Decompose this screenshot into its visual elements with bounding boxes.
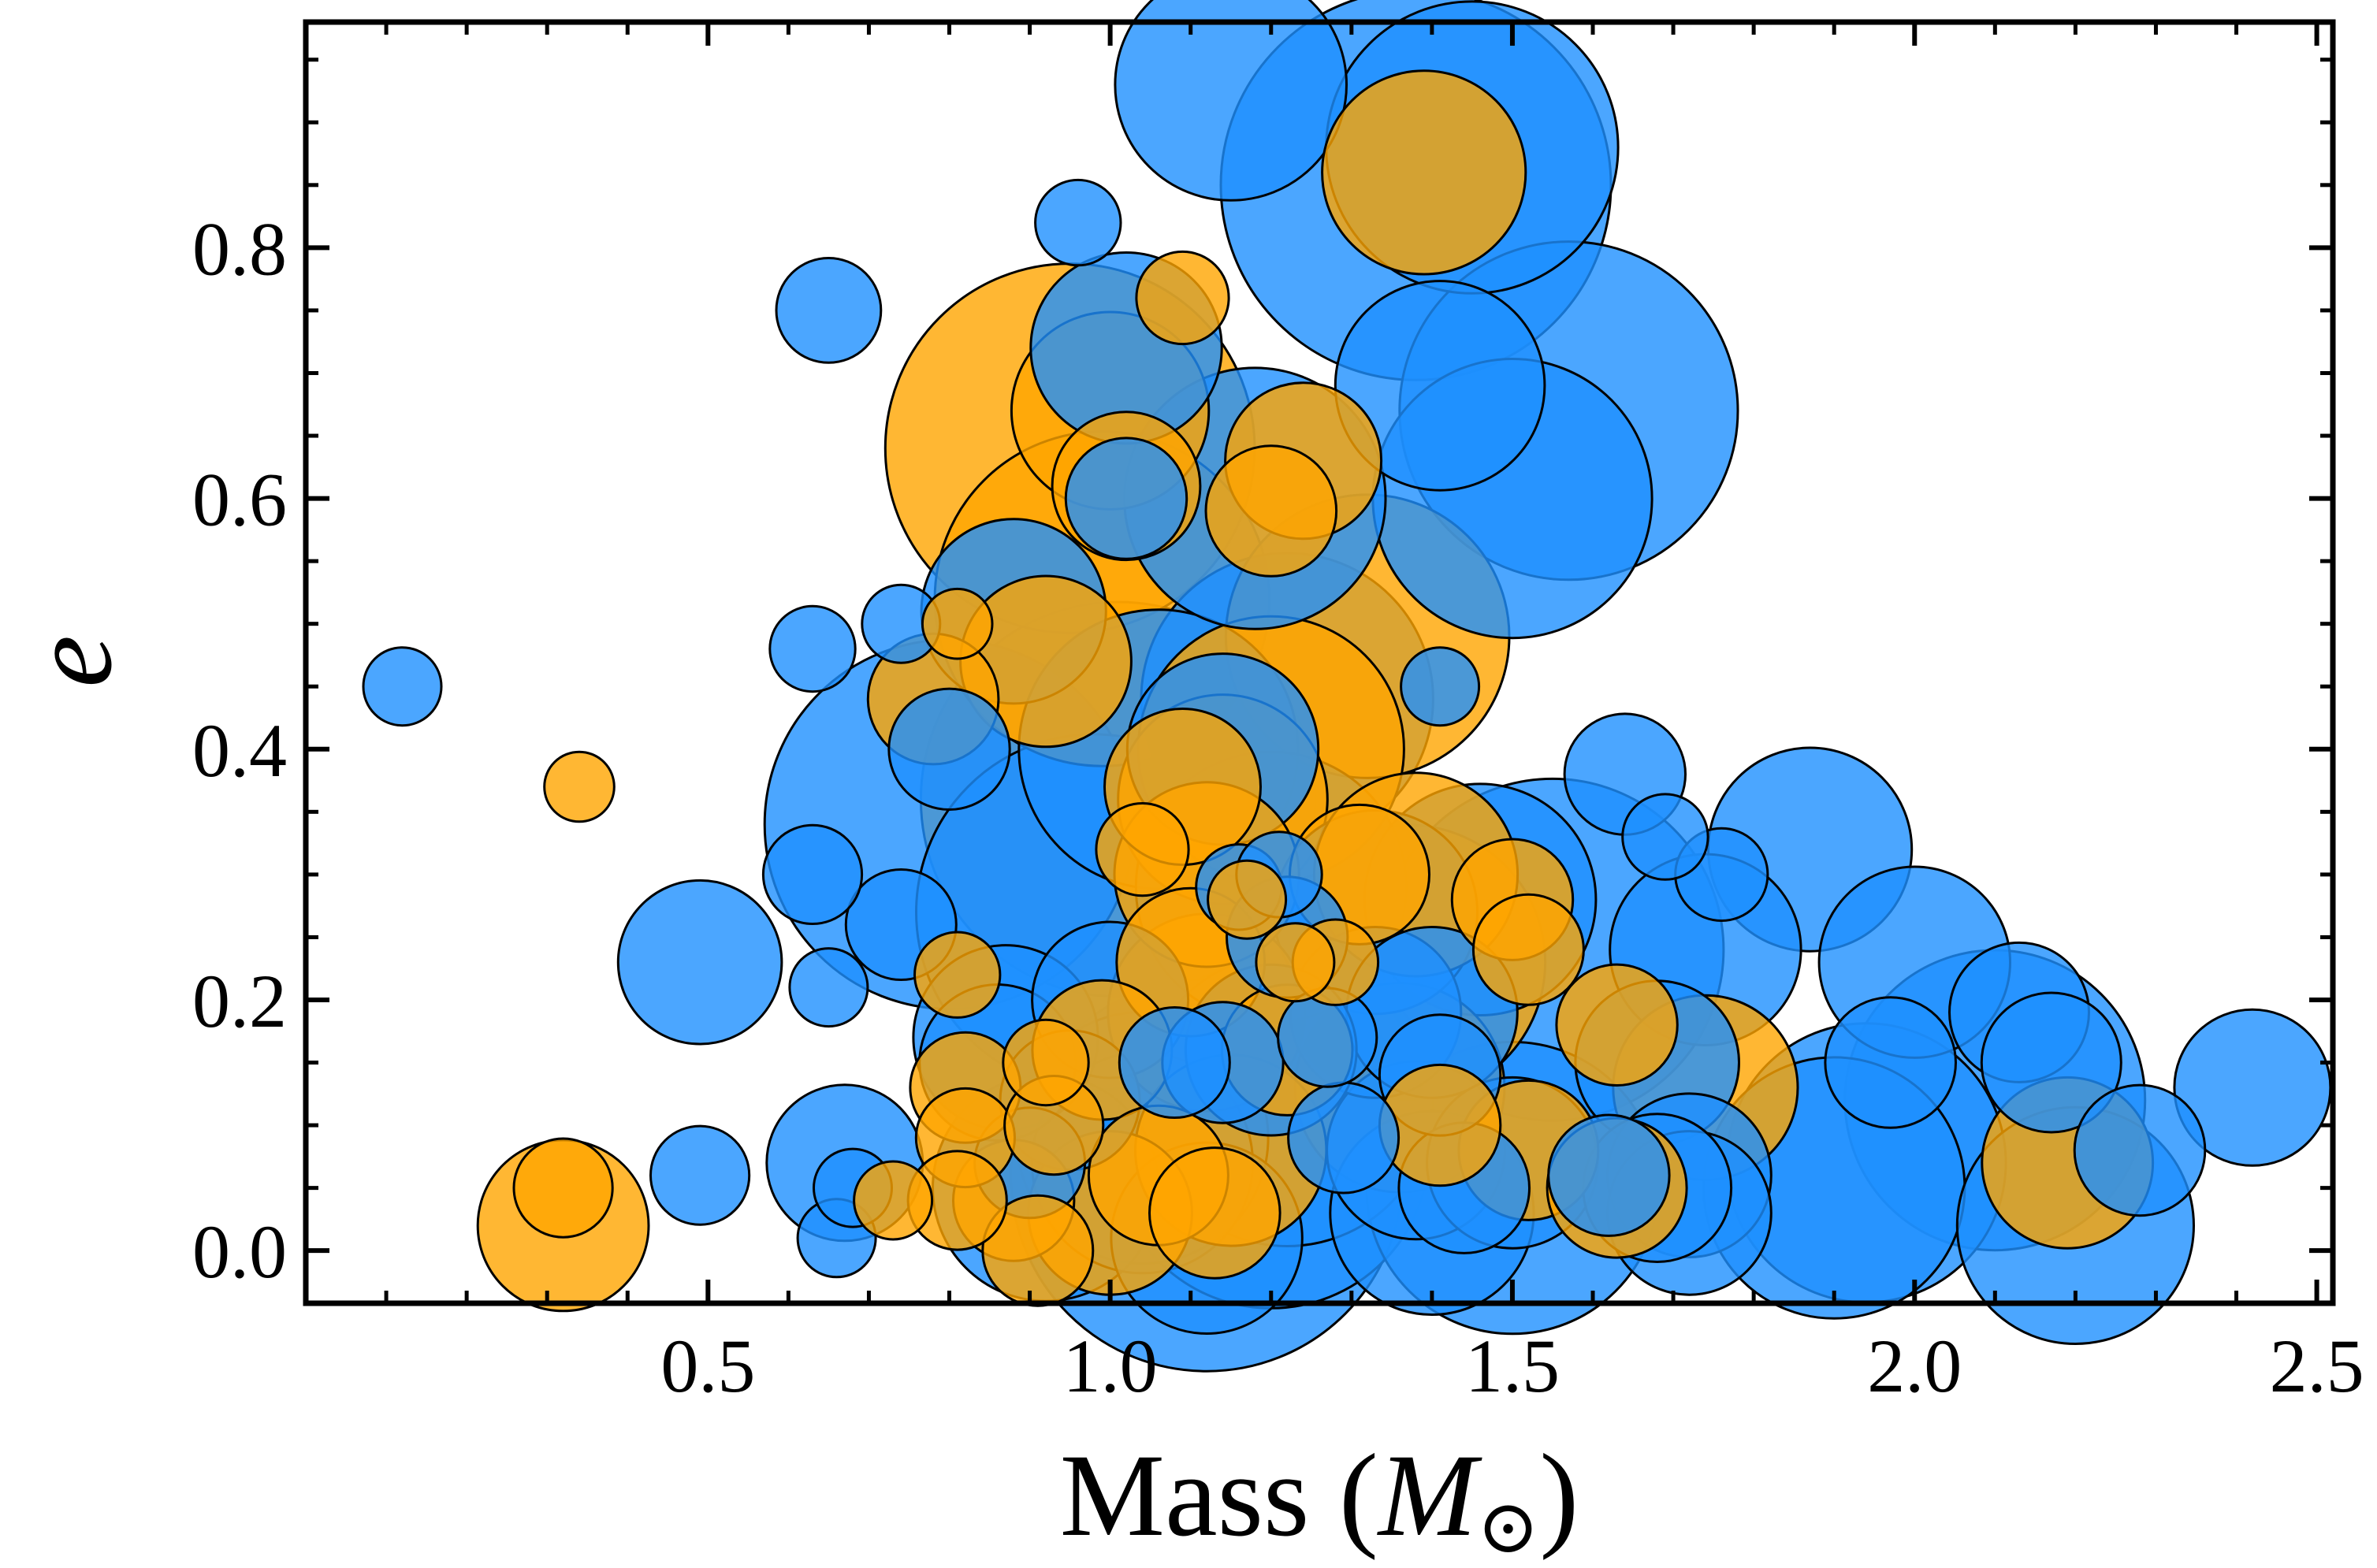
- data-point-orange: [1204, 444, 1338, 578]
- data-point-blue: [887, 687, 1011, 811]
- data-point-blue: [1621, 793, 1709, 881]
- data-point-orange: [1255, 922, 1336, 1003]
- data-point-orange: [853, 1160, 934, 1241]
- y-tick-label: 0.4: [192, 708, 287, 793]
- data-point-orange: [1321, 69, 1527, 276]
- data-point-orange: [1207, 859, 1288, 940]
- data-point-blue: [362, 646, 443, 727]
- data-point-orange: [543, 750, 616, 823]
- data-point-blue: [768, 604, 857, 693]
- y-tick-label: 0.2: [192, 959, 287, 1043]
- data-point-blue: [616, 879, 783, 1046]
- data-point-orange: [512, 1137, 614, 1239]
- data-point-blue: [1824, 996, 1957, 1129]
- labels-layer: 0.5 1.0 1.5 2.0 2.5 0.0 0.2 0.4 0.6 0.8: [192, 206, 2364, 1408]
- data-point-orange: [1148, 1146, 1281, 1280]
- data-point-blue: [1334, 280, 1546, 492]
- x-tick-label: 1.0: [1063, 1324, 1158, 1408]
- points-layer: [362, 0, 2332, 1373]
- y-tick-label: 0.0: [192, 1209, 287, 1294]
- data-point-blue: [1287, 1081, 1401, 1195]
- y-tick-label: 0.6: [192, 458, 287, 542]
- plot-frame: [303, 19, 2336, 1306]
- data-point-blue: [788, 947, 869, 1028]
- data-point-blue: [1034, 178, 1122, 267]
- ticks-layer: [306, 22, 2333, 1303]
- data-point-blue: [2073, 1083, 2207, 1217]
- data-point-blue: [1064, 437, 1188, 560]
- y-axis-label: e: [6, 635, 136, 688]
- x-tick-label: 1.5: [1465, 1324, 1560, 1408]
- data-point-orange: [1135, 250, 1230, 346]
- data-point-orange: [1002, 1018, 1090, 1107]
- x-tick-label: 2.0: [1867, 1324, 1962, 1408]
- data-point-blue: [649, 1124, 751, 1226]
- data-point-orange: [1095, 802, 1190, 897]
- x-axis-label: Mass (M⊙): [1060, 1430, 1579, 1568]
- data-point-orange: [1471, 893, 1585, 1006]
- data-point-blue: [775, 257, 883, 364]
- data-point-orange: [921, 587, 994, 660]
- data-point-blue: [1547, 1113, 1671, 1237]
- data-point-blue: [1114, 0, 1348, 202]
- y-tick-label: 0.8: [192, 206, 287, 291]
- data-point-blue: [1118, 1006, 1231, 1119]
- data-point-blue: [1400, 646, 1481, 727]
- x-tick-label: 2.5: [2270, 1324, 2364, 1408]
- data-point-orange: [1555, 963, 1679, 1087]
- x-tick-label: 0.5: [660, 1324, 755, 1408]
- data-point-orange: [913, 931, 1002, 1019]
- data-point-blue: [1980, 991, 2122, 1134]
- data-point-blue: [761, 823, 864, 926]
